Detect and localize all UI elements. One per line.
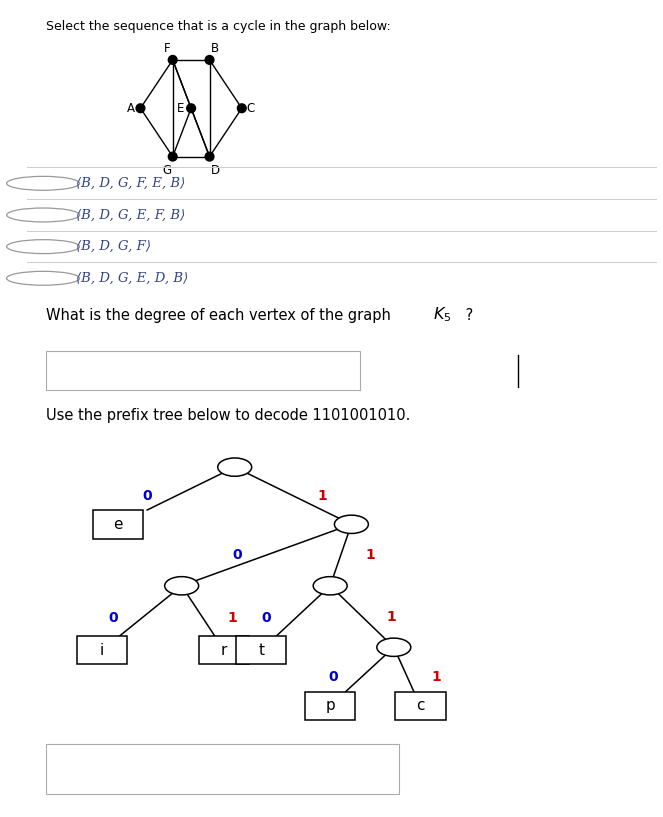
Text: Select the sequence that is a cycle in the graph below:: Select the sequence that is a cycle in t… [46, 20, 391, 33]
Text: e: e [113, 517, 123, 532]
FancyBboxPatch shape [305, 691, 355, 721]
Text: A: A [127, 102, 135, 114]
Text: 0: 0 [108, 611, 117, 625]
Circle shape [313, 577, 347, 595]
Text: G: G [162, 164, 172, 177]
Text: 1: 1 [318, 489, 327, 502]
Text: 1: 1 [365, 548, 375, 562]
Text: 0: 0 [233, 548, 242, 562]
Text: ⟨B, D, G, E, D, B⟩: ⟨B, D, G, E, D, B⟩ [76, 272, 188, 285]
FancyBboxPatch shape [93, 510, 143, 538]
Text: t: t [258, 643, 265, 658]
FancyBboxPatch shape [77, 636, 127, 664]
FancyBboxPatch shape [395, 691, 446, 721]
Text: ?: ? [461, 308, 473, 323]
Text: i: i [100, 643, 104, 658]
Circle shape [205, 152, 214, 161]
Circle shape [136, 104, 145, 113]
Text: 1: 1 [387, 609, 396, 623]
Circle shape [168, 152, 177, 161]
Text: D: D [211, 164, 220, 177]
Text: 0: 0 [143, 489, 152, 502]
FancyBboxPatch shape [46, 744, 399, 793]
FancyBboxPatch shape [199, 636, 249, 664]
Circle shape [164, 577, 199, 595]
Text: B: B [211, 42, 219, 55]
Text: ⟨B, D, G, E, F, B⟩: ⟨B, D, G, E, F, B⟩ [76, 208, 186, 221]
Text: What is the degree of each vertex of the graph: What is the degree of each vertex of the… [46, 308, 396, 323]
Circle shape [334, 516, 369, 534]
Text: 0: 0 [262, 611, 271, 625]
Text: c: c [416, 699, 424, 713]
Text: ⟨B, D, G, F⟩: ⟨B, D, G, F⟩ [76, 240, 151, 253]
Circle shape [237, 104, 246, 113]
Text: Use the prefix tree below to decode 1101001010.: Use the prefix tree below to decode 1101… [46, 408, 411, 422]
Text: E: E [177, 102, 184, 114]
Text: $\mathit{K}_5$: $\mathit{K}_5$ [433, 306, 452, 324]
Text: ⟨B, D, G, F, E, B⟩: ⟨B, D, G, F, E, B⟩ [76, 176, 186, 190]
Text: r: r [221, 643, 227, 658]
Text: 0: 0 [328, 670, 337, 684]
Text: p: p [326, 699, 335, 713]
Circle shape [205, 56, 214, 65]
Circle shape [217, 458, 252, 476]
Text: C: C [247, 102, 255, 114]
Text: 1: 1 [432, 670, 441, 684]
Text: F: F [164, 42, 170, 55]
FancyBboxPatch shape [46, 350, 360, 391]
FancyBboxPatch shape [236, 636, 286, 664]
Circle shape [377, 638, 411, 656]
Circle shape [168, 56, 177, 65]
Circle shape [187, 104, 196, 113]
Text: 1: 1 [227, 611, 237, 625]
